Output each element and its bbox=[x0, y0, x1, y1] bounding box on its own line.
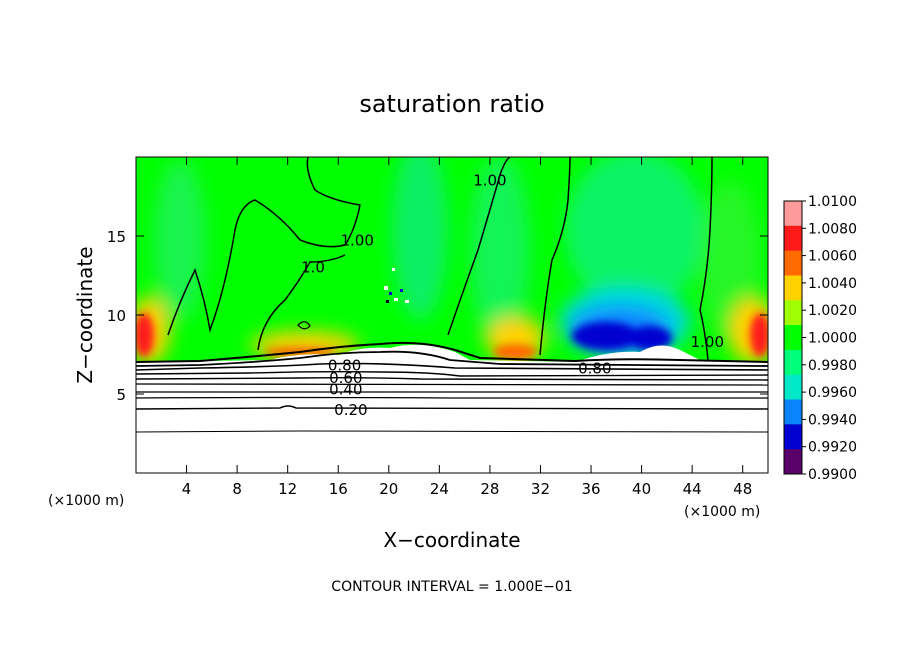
contour-line bbox=[136, 430, 768, 433]
contour-line bbox=[167, 157, 361, 336]
x-tick-label: 4 bbox=[182, 480, 192, 498]
contour-label: 0.60 bbox=[329, 369, 362, 387]
x-tick-label: 20 bbox=[379, 480, 398, 498]
x-tick-label: 44 bbox=[683, 480, 702, 498]
contour-line bbox=[136, 370, 768, 377]
contour-line bbox=[136, 350, 768, 367]
y-axis-label: Z−coordinate bbox=[73, 246, 97, 383]
x-tick-label: 16 bbox=[329, 480, 348, 498]
colorbar-label: 0.9980 bbox=[808, 358, 857, 374]
contour-lines bbox=[136, 157, 768, 433]
contour-line bbox=[539, 157, 571, 356]
colorbar-label: 0.9900 bbox=[808, 467, 857, 483]
heatmap-field bbox=[136, 157, 768, 473]
contour-line bbox=[136, 341, 768, 363]
y-tick-label: 10 bbox=[107, 307, 126, 325]
x-tick-label: 12 bbox=[278, 480, 297, 498]
contour-line bbox=[136, 405, 768, 410]
x-tick-label: 40 bbox=[632, 480, 651, 498]
contour-line bbox=[257, 254, 346, 351]
contour-line bbox=[136, 396, 768, 399]
contour-line bbox=[136, 376, 768, 381]
colorbar-swatch bbox=[784, 374, 802, 401]
colorbar-label: 1.0040 bbox=[808, 276, 857, 292]
x-axis: 4 8 12 16 20 24 28 32 36 40 44 48 bbox=[182, 157, 752, 498]
colorbar-label: 1.0020 bbox=[808, 303, 857, 319]
colorbar: 1.0100 1.0080 1.0060 1.0040 1.0020 1.0000 0.99… bbox=[783, 194, 857, 483]
colorbar-label: 1.0100 bbox=[808, 194, 857, 210]
contour-line bbox=[136, 362, 768, 371]
contour-interval-note: CONTOUR INTERVAL = 1.000E−01 bbox=[331, 579, 572, 595]
y-tick-label: 5 bbox=[116, 386, 126, 404]
x-unit-label: (×1000 m) bbox=[684, 504, 760, 520]
contour-label: 0.80 bbox=[328, 357, 361, 375]
x-tick-label: 28 bbox=[480, 480, 499, 498]
colorbar-label: 0.9940 bbox=[808, 412, 857, 428]
contour-label: 1.00 bbox=[340, 232, 373, 250]
y-axis: 5 10 15 bbox=[107, 228, 768, 404]
y-tick-label: 15 bbox=[107, 228, 126, 246]
x-tick-label: 24 bbox=[430, 480, 449, 498]
contour-line bbox=[447, 157, 511, 336]
contour-label: 0.20 bbox=[334, 401, 367, 419]
y-unit-label: (×1000 m) bbox=[48, 493, 124, 509]
colorbar-swatch bbox=[784, 225, 802, 252]
colorbar-label: 1.0080 bbox=[808, 221, 857, 237]
x-tick-label: 32 bbox=[531, 480, 550, 498]
chart-title: saturation ratio bbox=[359, 90, 544, 118]
contour-label: 1.00 bbox=[691, 333, 724, 351]
contour-line bbox=[136, 383, 768, 386]
colorbar-swatch bbox=[784, 424, 802, 450]
colorbar-swatch bbox=[784, 325, 802, 351]
colorbar-label: 0.9920 bbox=[808, 440, 857, 456]
contour-labels: 1.001.001.01.000.800.600.400.200.80 bbox=[301, 172, 724, 419]
colorbar-swatch bbox=[784, 275, 802, 301]
colorbar-label: 0.9960 bbox=[808, 385, 857, 401]
colorbar-label: 1.0060 bbox=[808, 249, 857, 265]
contour-label: 1.0 bbox=[301, 259, 325, 277]
contour-line bbox=[699, 157, 713, 361]
colorbar-swatch bbox=[784, 250, 802, 276]
colorbar-label: 1.0000 bbox=[808, 331, 857, 347]
x-tick-label: 8 bbox=[232, 480, 242, 498]
x-axis-label: X−coordinate bbox=[383, 528, 520, 552]
x-tick-label: 48 bbox=[733, 480, 752, 498]
contour-label: 0.40 bbox=[329, 380, 362, 398]
colorbar-swatch bbox=[784, 449, 802, 475]
x-tick-label: 36 bbox=[581, 480, 600, 498]
colorbar-swatch bbox=[784, 349, 802, 376]
colorbar-swatch bbox=[784, 399, 802, 425]
colorbar-swatch bbox=[784, 201, 802, 227]
contour-label: 1.00 bbox=[473, 172, 506, 190]
colorbar-swatch bbox=[784, 300, 802, 326]
contour-label: 0.80 bbox=[578, 360, 611, 378]
contour-line bbox=[297, 321, 311, 330]
